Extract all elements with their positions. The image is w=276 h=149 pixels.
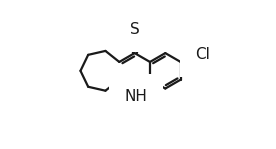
Text: Cl: Cl	[195, 47, 210, 62]
Text: NH: NH	[125, 89, 148, 104]
Text: S: S	[130, 22, 139, 37]
